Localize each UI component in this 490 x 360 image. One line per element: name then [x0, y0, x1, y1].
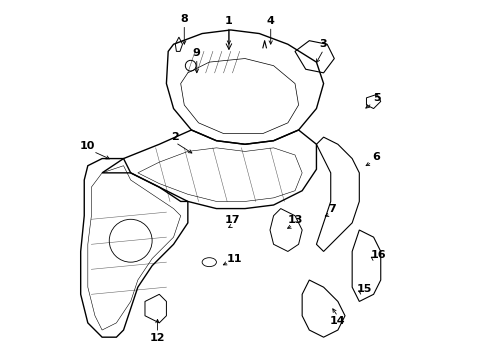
Text: 12: 12: [150, 333, 165, 343]
Text: 1: 1: [225, 16, 233, 26]
Text: 5: 5: [373, 93, 381, 103]
Text: 10: 10: [80, 141, 96, 151]
Text: 13: 13: [287, 215, 303, 225]
Text: 11: 11: [226, 253, 242, 264]
Text: 6: 6: [372, 152, 380, 162]
Text: 14: 14: [330, 316, 345, 326]
Text: 15: 15: [357, 284, 372, 294]
Text: 16: 16: [371, 250, 387, 260]
Text: 9: 9: [193, 48, 201, 58]
Text: 7: 7: [329, 203, 337, 213]
Text: 3: 3: [320, 39, 327, 49]
Text: 4: 4: [266, 16, 274, 26]
Text: 8: 8: [180, 14, 188, 24]
Text: 2: 2: [172, 132, 179, 142]
Text: 17: 17: [225, 215, 240, 225]
